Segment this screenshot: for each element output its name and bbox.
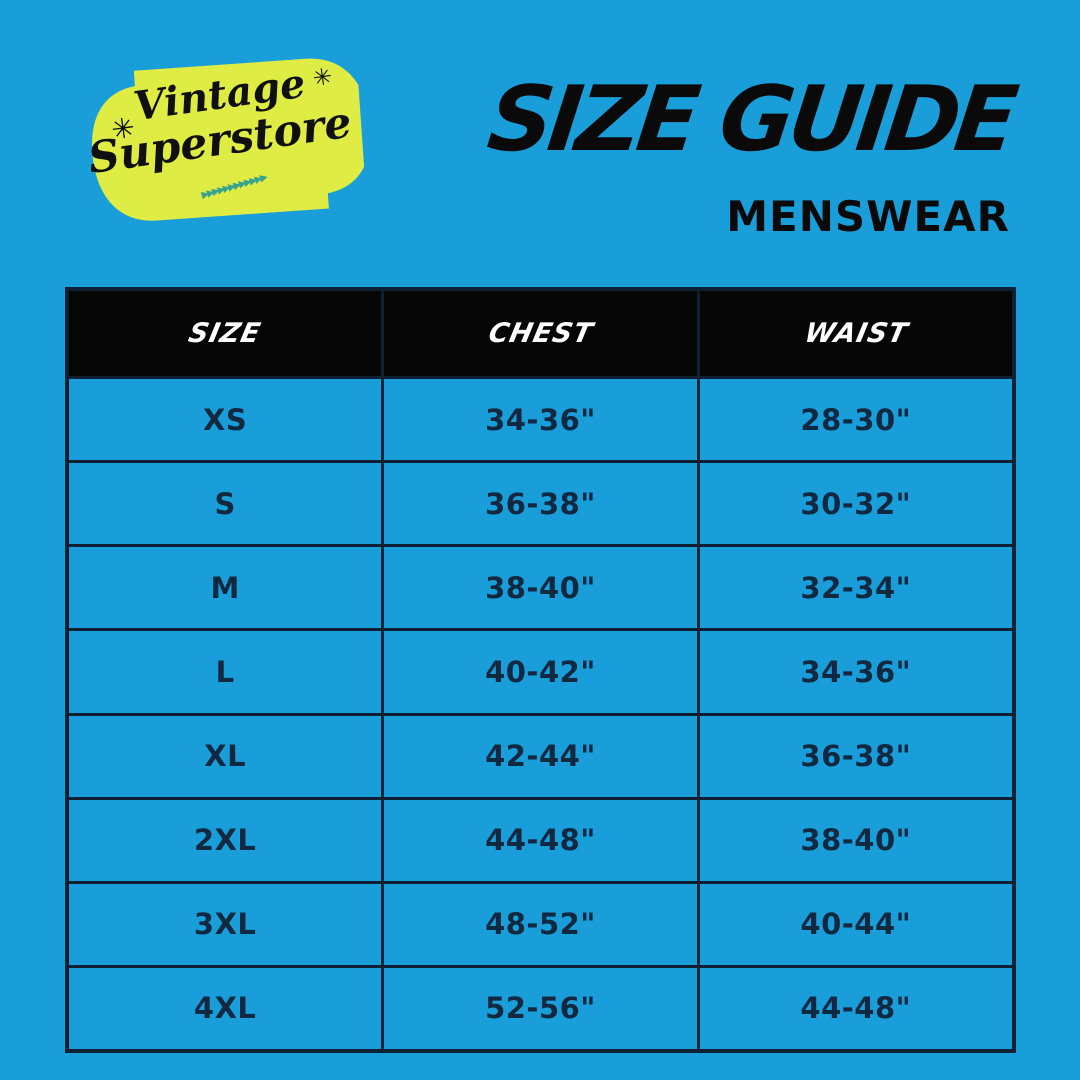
waist-cell: 40-44"	[699, 883, 1012, 965]
chest-cell: 42-44"	[384, 715, 697, 797]
waist-cell: 34-36"	[699, 631, 1012, 713]
chest-cell: 48-52"	[384, 883, 697, 965]
column-header-size: SIZE	[69, 291, 382, 376]
chest-cell: 40-42"	[384, 631, 697, 713]
waist-cell: 36-38"	[699, 715, 1012, 797]
chest-cell: 38-40"	[384, 547, 697, 629]
chest-cell: 36-38"	[384, 463, 697, 545]
size-table: SIZE CHEST WAIST XS 34-36" 28-30" S 36-3…	[65, 287, 1016, 1053]
chest-cell: 52-56"	[384, 967, 697, 1049]
size-cell: S	[69, 463, 382, 545]
vintage-superstore-logo: ✳ ✳ Vintage Superstore ▸▸▸▸▸▸▸▸▸▸▸▸	[84, 46, 368, 237]
badge-shape	[92, 58, 368, 221]
chest-cell: 34-36"	[384, 379, 697, 461]
chest-cell: 44-48"	[384, 799, 697, 881]
size-cell: M	[69, 547, 382, 629]
size-cell: XS	[69, 379, 382, 461]
column-header-chest: CHEST	[384, 291, 697, 376]
waist-cell: 32-34"	[699, 547, 1012, 629]
size-cell: 3XL	[69, 883, 382, 965]
waist-cell: 30-32"	[699, 463, 1012, 545]
size-cell: 4XL	[69, 967, 382, 1049]
waist-cell: 44-48"	[699, 967, 1012, 1049]
page-subtitle: MENSWEAR	[726, 191, 1010, 241]
size-cell: 2XL	[69, 799, 382, 881]
triangle-arrows-icon: ▸▸▸▸▸▸▸▸▸▸▸▸	[199, 167, 268, 204]
waist-cell: 38-40"	[699, 799, 1012, 881]
size-cell: L	[69, 631, 382, 713]
column-header-waist: WAIST	[699, 291, 1012, 376]
waist-cell: 28-30"	[699, 379, 1012, 461]
page-title: SIZE GUIDE	[482, 67, 1019, 172]
size-cell: XL	[69, 715, 382, 797]
title-block: SIZE GUIDE MENSWEAR	[483, 50, 1019, 241]
